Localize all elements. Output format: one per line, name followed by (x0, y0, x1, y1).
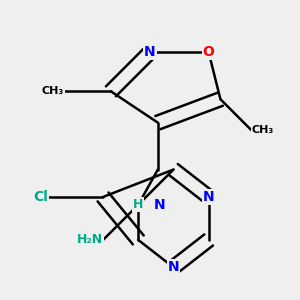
Text: O: O (203, 45, 214, 59)
Text: H: H (133, 198, 143, 211)
Text: N: N (203, 190, 214, 204)
Text: N: N (154, 198, 166, 212)
Text: N: N (144, 45, 156, 59)
Text: CH₃: CH₃ (42, 86, 64, 96)
Text: Cl: Cl (33, 190, 48, 204)
Text: CH₃: CH₃ (252, 125, 274, 135)
Text: N: N (168, 260, 179, 274)
Text: H₂N: H₂N (77, 233, 103, 246)
